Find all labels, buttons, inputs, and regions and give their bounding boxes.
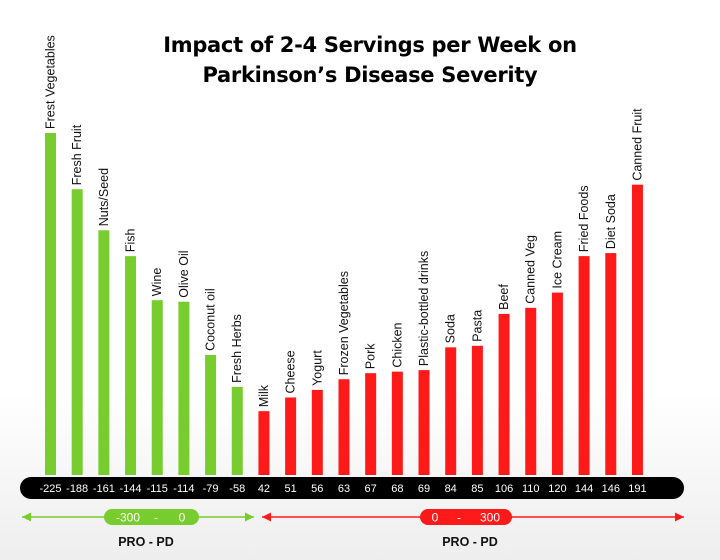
value-label: 146 (602, 483, 620, 495)
value-label: -144 (120, 483, 142, 495)
category-label: Olive Oil (177, 250, 191, 297)
pro-pd-red-label: PRO - PD (442, 535, 498, 549)
value-label: 84 (445, 483, 457, 495)
category-label: Cheese (284, 350, 298, 393)
bar (445, 347, 457, 475)
category-label: Ice Cream (550, 231, 564, 289)
pro-pd-red-range-pill (420, 509, 512, 525)
bar (338, 379, 350, 475)
category-label: Diet Soda (604, 194, 618, 249)
value-label: 63 (338, 483, 350, 495)
value-label: -114 (173, 483, 194, 495)
value-label: 56 (311, 483, 323, 495)
value-label: 51 (284, 483, 296, 495)
bar (231, 386, 243, 475)
bar (125, 256, 137, 475)
pro-pd-red-range-to: 300 (480, 511, 500, 525)
value-label: -188 (66, 483, 88, 495)
category-label: Coconut oil (204, 288, 218, 351)
bar (471, 345, 483, 475)
bar (605, 253, 617, 475)
bar (178, 301, 190, 475)
value-label: 144 (575, 483, 593, 495)
pro-pd-red-range-from: 0 (432, 511, 439, 525)
bar (151, 300, 163, 475)
bar (45, 133, 56, 475)
pro-pd-green-arrow-left-head (22, 512, 31, 522)
pro-pd-green-label: PRO - PD (118, 535, 174, 549)
pro-pd-green-range-pill (104, 509, 199, 525)
pro-pd-red-arrow-left-head (262, 512, 271, 522)
category-label: Canned Fruit (630, 108, 644, 181)
category-label: Fried Foods (577, 185, 591, 252)
category-label: Fish (124, 228, 138, 252)
bar (631, 184, 643, 475)
category-label: Milk (257, 384, 271, 407)
pro-pd-red-range-separator: - (457, 511, 461, 525)
bar (205, 354, 217, 475)
bar (391, 371, 403, 475)
category-label: Canned Veg (524, 235, 538, 304)
value-label: -161 (93, 483, 115, 495)
chart-title-line-1: Impact of 2-4 Servings per Week on (163, 33, 577, 57)
value-label: 67 (365, 483, 377, 495)
legend: -300 - 0 PRO - PD 0 - 300 PRO - PD (22, 509, 684, 549)
category-label: Fresh Fruit (70, 124, 84, 185)
bar (311, 389, 323, 475)
category-label: Frozen Vegetables (337, 271, 351, 375)
bar (365, 373, 377, 475)
pro-pd-green-arrow-right-head (245, 512, 254, 522)
category-labels-group: Frest Vegetables Fresh Fruit Nuts/Seed Fish… (44, 35, 645, 407)
bars-group (45, 133, 643, 476)
chart-title-line-2: Parkinson’s Disease Severity (202, 63, 538, 87)
value-label: 110 (522, 483, 540, 495)
chart-title: Impact of 2-4 Servings per Week on Parki… (0, 30, 720, 90)
bar (498, 313, 510, 475)
category-label: Soda (444, 314, 458, 343)
category-label: Nuts/Seed (97, 168, 111, 226)
bar (285, 397, 297, 475)
value-label: -79 (203, 483, 219, 495)
value-label: 68 (391, 483, 403, 495)
value-label: 69 (418, 483, 430, 495)
bar (578, 256, 590, 475)
category-label: Pork (364, 343, 378, 369)
bar (98, 230, 110, 475)
value-label: 191 (628, 483, 646, 495)
pro-pd-green-range-to: 0 (179, 511, 186, 525)
value-label: 42 (258, 483, 270, 495)
pro-pd-green-range-from: -300 (116, 511, 140, 525)
category-label: Plastic-bottled drinks (417, 251, 431, 366)
category-label: Frest Vegetables (44, 35, 58, 129)
value-label: -225 (39, 483, 61, 495)
bar (551, 292, 563, 475)
value-label: -58 (229, 483, 245, 495)
category-label: Yogurt (310, 350, 324, 386)
pro-pd-red-arrow-right-head (675, 512, 684, 522)
category-label: Pasta (470, 310, 484, 342)
value-label: 106 (495, 483, 513, 495)
bar (258, 411, 270, 475)
bar (71, 189, 83, 476)
bar (525, 307, 537, 475)
value-label: 120 (548, 483, 566, 495)
category-label: Fresh Herbs (230, 314, 244, 383)
value-label: -115 (147, 483, 168, 495)
value-label: 85 (471, 483, 483, 495)
value-strip (20, 477, 684, 499)
category-label: Beef (497, 284, 511, 310)
value-labels-group: -225 -188 -161 -144 -115 -114 -79 -58 42 51 56 63 67… (39, 483, 646, 495)
bar (418, 370, 430, 475)
pro-pd-green-range-separator: - (154, 511, 158, 525)
category-label: Chicken (390, 322, 404, 367)
category-label: Wine (150, 268, 164, 297)
